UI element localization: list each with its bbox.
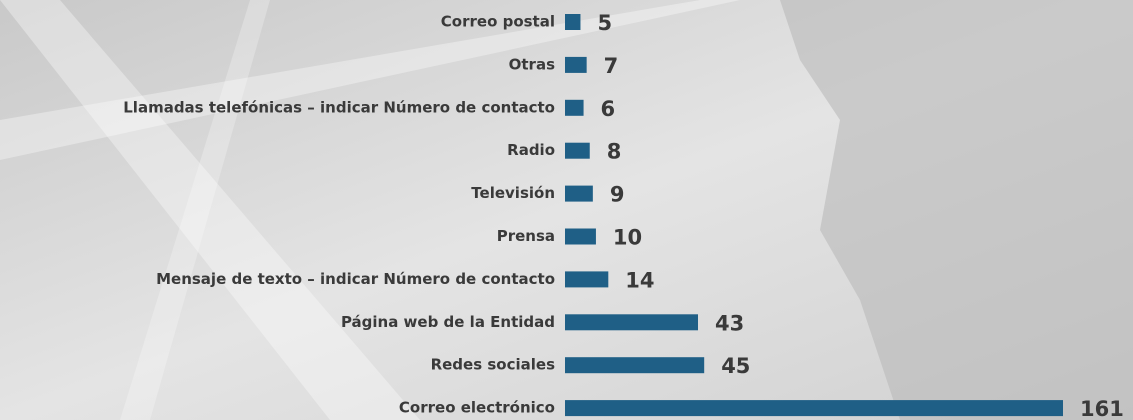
background-streak xyxy=(0,0,740,160)
background-shape xyxy=(780,0,1133,420)
background-streak xyxy=(120,0,270,420)
category-label: Prensa xyxy=(497,227,555,245)
category-label: Página web de la Entidad xyxy=(341,313,555,331)
bar xyxy=(565,185,593,202)
bar xyxy=(565,314,699,331)
category-label: Televisión xyxy=(471,184,555,202)
bar xyxy=(565,142,590,159)
category-label: Mensaje de texto – indicar Número de con… xyxy=(156,270,555,288)
value-label: 14 xyxy=(625,268,654,292)
value-label: 45 xyxy=(721,354,750,378)
category-label: Radio xyxy=(507,141,555,159)
category-label: Redes sociales xyxy=(431,356,555,374)
value-label: 161 xyxy=(1080,397,1124,420)
bar xyxy=(565,56,587,73)
category-label: Correo postal xyxy=(441,13,555,31)
bar xyxy=(565,99,584,116)
category-label: Otras xyxy=(509,55,555,73)
category-label: Llamadas telefónicas – indicar Número de… xyxy=(123,98,555,116)
value-label: 43 xyxy=(715,311,744,335)
bar xyxy=(565,14,581,30)
value-label: 9 xyxy=(610,183,625,207)
value-label: 6 xyxy=(601,97,616,121)
value-label: 8 xyxy=(607,140,622,164)
bar xyxy=(565,357,705,374)
background-streak xyxy=(0,0,420,420)
bar xyxy=(565,400,1063,417)
category-label: Correo electrónico xyxy=(399,399,555,417)
value-label: 5 xyxy=(597,11,612,35)
bar xyxy=(565,228,596,245)
value-label: 10 xyxy=(613,226,642,250)
value-label: 7 xyxy=(604,54,619,78)
bar xyxy=(565,271,609,288)
